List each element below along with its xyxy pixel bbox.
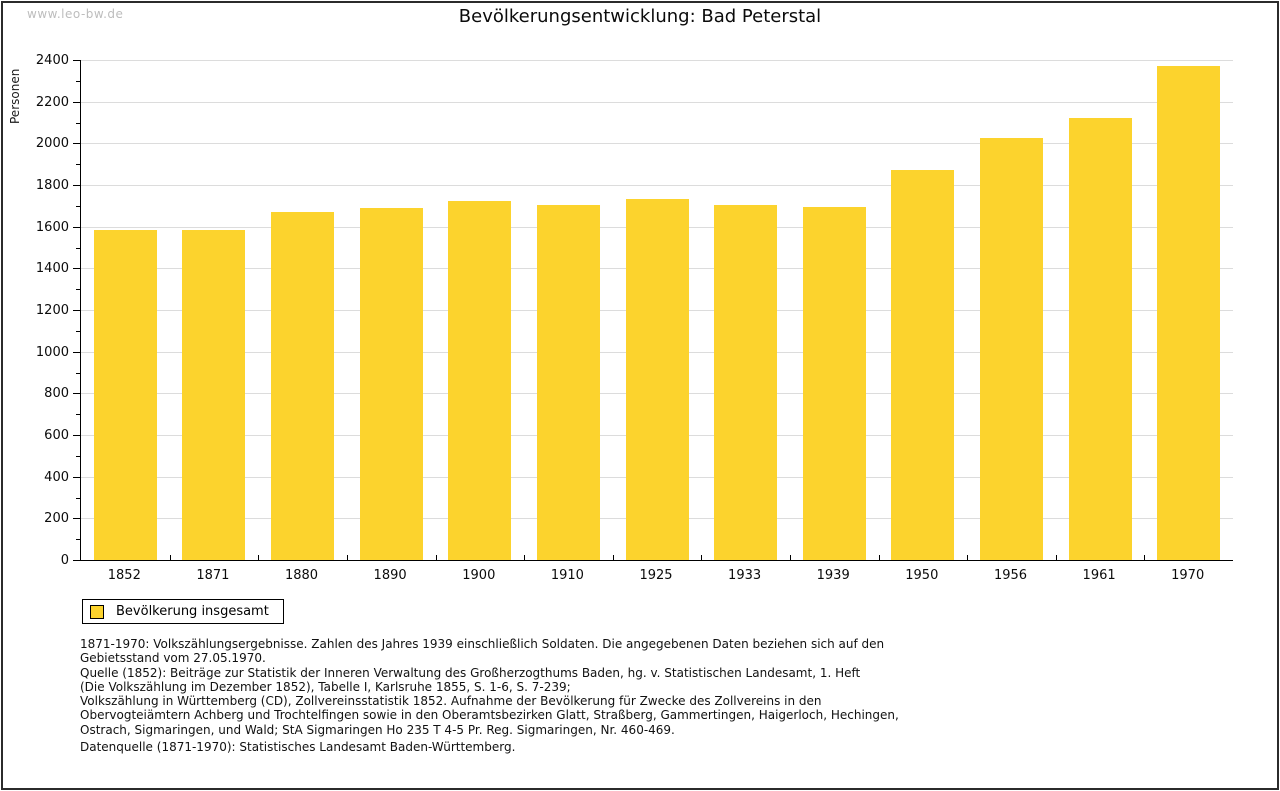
y-tick-minor xyxy=(76,414,80,416)
y-tick-minor xyxy=(76,289,80,291)
bar-1871 xyxy=(182,230,246,560)
footnote-line: Quelle (1852): Beiträge zur Statistik de… xyxy=(80,665,861,680)
y-tick-major xyxy=(73,268,80,270)
bar-1939 xyxy=(802,206,866,560)
y-tick-label: 0 xyxy=(60,553,69,568)
x-tick-label-1871: 1871 xyxy=(196,568,230,583)
y-tick-label: 800 xyxy=(44,386,69,402)
bar-1933 xyxy=(714,204,778,560)
x-boundary-tick xyxy=(524,555,526,560)
x-boundary-tick xyxy=(1055,555,1057,560)
bar-1925 xyxy=(625,199,689,560)
gridline xyxy=(81,101,1233,103)
x-boundary-tick xyxy=(1144,555,1146,560)
x-boundary-tick xyxy=(258,555,260,560)
gridline xyxy=(81,185,1233,186)
x-boundary-tick xyxy=(169,555,171,560)
bar-1900 xyxy=(448,200,512,560)
legend-label: Bevölkerung insgesamt xyxy=(116,604,269,619)
y-tick-label: 400 xyxy=(44,469,69,485)
gridline xyxy=(81,60,1233,61)
x-boundary-tick xyxy=(701,555,703,560)
x-tick-label-1852: 1852 xyxy=(107,568,141,583)
x-tick-label-1939: 1939 xyxy=(816,568,850,583)
y-tick-major xyxy=(73,101,80,103)
y-tick-minor xyxy=(76,205,80,207)
y-tick-label: 2200 xyxy=(35,94,69,110)
x-tick-label-1961: 1961 xyxy=(1082,568,1116,583)
y-tick-label: 1200 xyxy=(35,303,69,318)
footnote-line: Volkszählung in Württemberg (CD), Zollve… xyxy=(80,694,822,709)
y-tick-major xyxy=(73,435,80,436)
x-tick-label-1900: 1900 xyxy=(462,568,496,583)
y-tick-major xyxy=(73,476,80,478)
bar-1852 xyxy=(93,230,157,560)
y-tick-label: 1400 xyxy=(35,261,69,277)
legend-swatch-icon xyxy=(90,604,104,619)
y-tick-minor xyxy=(76,80,80,82)
datasource-line: Datenquelle (1871-1970): Statistisches L… xyxy=(80,740,516,754)
y-tick-major xyxy=(73,143,80,145)
y-tick-major xyxy=(73,560,80,561)
x-boundary-tick xyxy=(612,555,614,560)
x-tick-label-1910: 1910 xyxy=(550,568,584,583)
page-title: Bevölkerungsentwicklung: Bad Peterstal xyxy=(458,6,822,27)
y-tick-major xyxy=(73,393,80,395)
bar-1956 xyxy=(980,138,1043,560)
x-tick-label-1925: 1925 xyxy=(639,568,673,583)
y-tick-minor xyxy=(76,247,80,249)
bar-1890 xyxy=(359,208,423,560)
bar-1910 xyxy=(536,205,600,560)
y-tick-label: 2000 xyxy=(35,136,69,152)
y-tick-label: 200 xyxy=(44,511,69,527)
y-tick-minor xyxy=(76,455,80,457)
x-tick-label-1933: 1933 xyxy=(728,568,762,583)
y-tick-minor xyxy=(76,330,80,332)
x-boundary-tick xyxy=(967,555,969,560)
x-boundary-tick xyxy=(789,555,791,560)
y-tick-label: 600 xyxy=(44,428,69,443)
y-tick-major xyxy=(73,60,80,61)
footnote-line: Gebietsstand vom 27.05.1970. xyxy=(80,651,266,666)
y-tick-major xyxy=(73,226,80,228)
y-tick-minor xyxy=(76,497,80,499)
gridline xyxy=(81,143,1233,145)
x-tick-label-1970: 1970 xyxy=(1171,568,1205,583)
x-boundary-tick xyxy=(435,555,437,560)
x-tick-label-1890: 1890 xyxy=(373,568,407,583)
y-tick-major xyxy=(73,185,80,186)
y-tick-minor xyxy=(76,122,80,124)
y-tick-minor xyxy=(76,164,80,166)
x-tick-label-1950: 1950 xyxy=(905,568,939,583)
y-tick-label: 2400 xyxy=(35,53,69,68)
plot-area xyxy=(80,60,1233,561)
y-tick-label: 1000 xyxy=(35,344,69,360)
x-boundary-tick xyxy=(346,555,348,560)
y-tick-major xyxy=(73,518,80,520)
bar-1880 xyxy=(271,211,334,560)
y-tick-label: 1800 xyxy=(35,178,69,193)
footnotes: 1871-1970: Volkszählungsergebnisse. Zahl… xyxy=(80,637,899,737)
y-tick-minor xyxy=(76,539,80,541)
y-tick-minor xyxy=(76,372,80,374)
y-tick-major xyxy=(73,310,80,311)
x-tick-label-1880: 1880 xyxy=(284,568,319,583)
bar-1961 xyxy=(1068,117,1132,560)
y-tick-major xyxy=(73,351,80,353)
footnote-line: Obervogteiämtern Achberg und Trochtelfin… xyxy=(80,708,899,723)
footnote-line: (Die Volkszählung im Dezember 1852), Tab… xyxy=(80,679,571,694)
watermark: www.leo-bw.de xyxy=(27,7,124,21)
bar-1950 xyxy=(891,169,955,560)
legend: Bevölkerung insgesamt xyxy=(82,599,284,624)
x-tick-label-1956: 1956 xyxy=(993,568,1028,583)
x-boundary-tick xyxy=(878,555,880,560)
y-tick-label: 1600 xyxy=(35,219,69,235)
footnote-line: Ostrach, Sigmaringen, und Wald; StA Sigm… xyxy=(80,722,675,737)
footnote-line: 1871-1970: Volkszählungsergebnisse. Zahl… xyxy=(80,637,885,651)
bar-1970 xyxy=(1157,66,1221,560)
